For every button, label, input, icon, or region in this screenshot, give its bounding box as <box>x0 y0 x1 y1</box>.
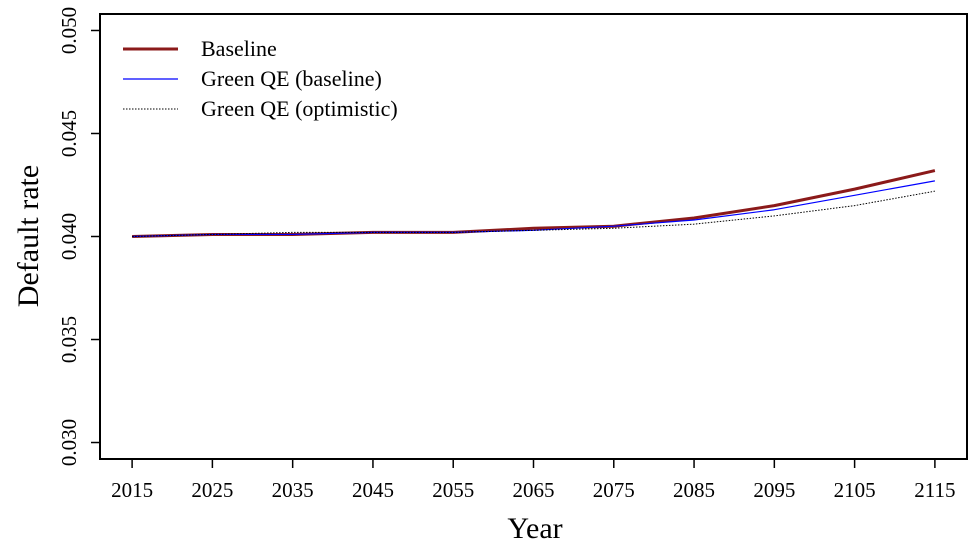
x-tick-label: 2115 <box>914 478 955 502</box>
x-tick-label: 2055 <box>432 478 474 502</box>
x-tick-label: 2095 <box>753 478 795 502</box>
x-tick-label: 2065 <box>513 478 555 502</box>
series-line <box>132 180 935 238</box>
x-axis-label: Year <box>507 512 562 545</box>
y-axis-label: Default rate <box>12 165 45 307</box>
series-line <box>132 190 935 237</box>
x-tick-label: 2025 <box>191 478 233 502</box>
y-tick-label: 0.040 <box>57 213 81 260</box>
legend-label: Green QE (baseline) <box>201 66 382 91</box>
x-tick-label: 2045 <box>352 478 394 502</box>
y-tick-label: 0.030 <box>57 419 81 466</box>
x-tick-label: 2015 <box>111 478 153 502</box>
y-tick-label: 0.050 <box>57 7 81 54</box>
x-tick-label: 2105 <box>834 478 876 502</box>
legend-label: Baseline <box>201 36 277 61</box>
x-tick-label: 2075 <box>593 478 635 502</box>
x-tick-label: 2035 <box>272 478 314 502</box>
y-tick-label: 0.045 <box>57 110 81 157</box>
x-tick-label: 2085 <box>673 478 715 502</box>
legend-label: Green QE (optimistic) <box>201 96 398 121</box>
y-tick-label: 0.035 <box>57 316 81 363</box>
series-line <box>132 169 936 238</box>
